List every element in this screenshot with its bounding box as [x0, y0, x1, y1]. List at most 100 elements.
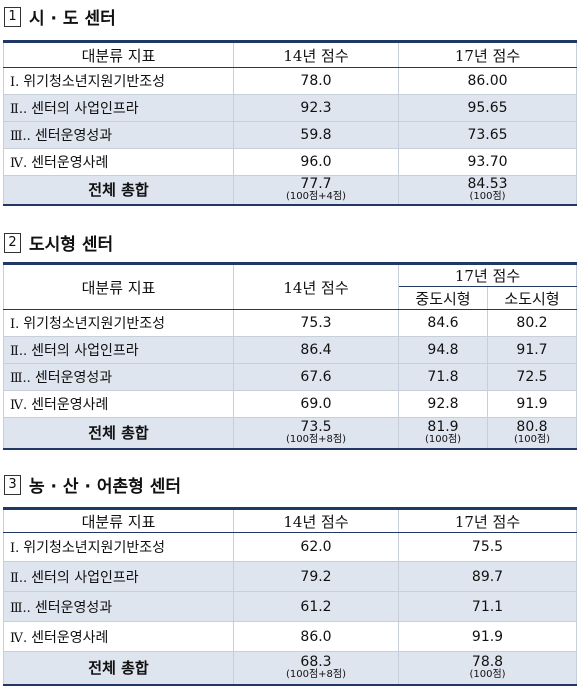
section-title: 시 · 도 센터 [29, 9, 116, 29]
score-cell: 95.65 [398, 94, 577, 122]
data-row: Ⅲ.. 센터운영성과 59.8 73.65 [3, 121, 577, 149]
score-cell: 89.7 [398, 561, 577, 592]
score-cell: 71.8 [398, 363, 488, 391]
header-row: 대분류 지표 14년 점수 17년 점수 [3, 508, 577, 533]
total-row: 전체 총합 77.7 (100점+4점) 84.53 (100점) [3, 175, 577, 205]
data-row: Ⅰ. 위기청소년지원기반조성 78.0 86.00 [3, 67, 577, 95]
total-value: 68.3 [300, 653, 332, 670]
total-note: (100점) [513, 433, 551, 445]
section-number: 2 [4, 232, 21, 253]
indicator-label: 센터운영사례 [31, 629, 109, 646]
data-row: Ⅲ.. 센터운영성과 67.6 71.8 72.5 [3, 363, 578, 391]
indicator-cell: Ⅰ. 위기청소년지원기반조성 [3, 532, 234, 562]
roman-numeral: Ⅱ.. [10, 570, 28, 586]
score-cell: 67.6 [233, 363, 399, 391]
total-note: (100점+8점) [285, 668, 347, 680]
total-row: 전체 총합 73.5 (100점+8점) 81.9 (100점) 80.8 (100점) [3, 417, 578, 449]
score-cell: 75.5 [398, 532, 577, 562]
data-row: Ⅱ.. 센터의 사업인프라 86.4 94.8 91.7 [3, 336, 578, 364]
total-cell: 81.9 (100점) [398, 417, 488, 449]
indicator-cell: Ⅲ.. 센터운영성과 [3, 121, 234, 149]
indicator-cell: Ⅱ.. 센터의 사업인프라 [3, 561, 234, 592]
total-cell: 78.8 (100점) [398, 651, 577, 685]
score-cell: 80.2 [486, 309, 578, 337]
total-value: 80.8 [516, 418, 548, 435]
roman-numeral: Ⅱ.. [10, 344, 28, 359]
header-cell: 17년 점수 [397, 263, 578, 287]
score-cell: 69.0 [233, 390, 399, 418]
indicator-label: 센터운영사례 [31, 155, 109, 171]
total-note: (100점) [469, 190, 506, 202]
total-value: 81.9 [427, 418, 459, 435]
data-row: Ⅳ. 센터운영사례 86.0 91.9 [3, 621, 577, 652]
score-cell: 61.2 [233, 591, 399, 622]
indicator-cell: Ⅳ. 센터운영사례 [3, 621, 234, 652]
score-cell: 91.9 [398, 621, 577, 652]
subheader-cell: 소도시형 [486, 286, 578, 310]
indicator-label: 센터운영성과 [34, 599, 113, 616]
total-value: 78.8 [471, 653, 504, 670]
indicator-label: 센터운영사례 [31, 397, 109, 413]
total-value: 77.7 [300, 175, 332, 192]
total-cell: 73.5 (100점+8점) [233, 417, 399, 449]
indicator-cell: Ⅳ. 센터운영사례 [3, 148, 234, 176]
score-cell: 71.1 [398, 591, 577, 622]
subheader-cell: 중도시형 [398, 286, 488, 310]
total-note: (100점+8점) [285, 433, 347, 445]
indicator-label: 위기청소년지원기반조성 [23, 540, 165, 556]
section-number: 3 [4, 474, 21, 495]
score-cell: 86.4 [233, 336, 399, 364]
roman-numeral: Ⅳ. [10, 630, 28, 646]
score-cell: 86.0 [233, 621, 399, 652]
header-cell: 14년 점수 [233, 41, 399, 68]
score-cell: 92.3 [233, 94, 399, 122]
total-cell: 80.8 (100점) [486, 417, 578, 449]
indicator-label: 센터운영성과 [34, 128, 113, 144]
indicator-label: 센터의 사업인프라 [31, 343, 139, 359]
score-cell: 78.0 [233, 67, 399, 95]
header-cell: 17년 점수 [398, 508, 577, 533]
data-row: Ⅳ. 센터운영사례 96.0 93.70 [3, 148, 577, 176]
total-label: 전체 총합 [3, 175, 234, 205]
total-label: 전체 총합 [3, 651, 234, 685]
roman-numeral: Ⅰ. [10, 317, 20, 332]
score-cell: 84.6 [398, 309, 488, 337]
data-row: Ⅰ. 위기청소년지원기반조성 75.3 84.6 80.2 [3, 309, 578, 337]
indicator-cell: Ⅳ. 센터운영사례 [3, 390, 234, 418]
score-cell: 86.00 [398, 67, 577, 95]
score-cell: 62.0 [233, 532, 399, 562]
roman-numeral: Ⅳ. [10, 156, 28, 171]
section-title: 도시형 센터 [29, 235, 114, 255]
score-cell: 92.8 [398, 390, 488, 418]
section-heading: 2 도시형 센터 [4, 230, 113, 255]
roman-numeral: Ⅲ.. [10, 129, 31, 144]
data-row: Ⅱ.. 센터의 사업인프라 92.3 95.65 [3, 94, 577, 122]
score-cell: 59.8 [233, 121, 399, 149]
section-title: 농 · 산 · 어촌형 센터 [29, 477, 181, 497]
score-cell: 72.5 [486, 363, 578, 391]
roman-numeral: Ⅰ. [10, 75, 20, 90]
score-cell: 91.9 [486, 390, 578, 418]
data-row: Ⅲ.. 센터운영성과 61.2 71.1 [3, 591, 577, 622]
total-note: (100점) [469, 668, 506, 680]
section-heading: 1 시 · 도 센터 [4, 4, 116, 29]
score-cell: 79.2 [233, 561, 399, 592]
total-cell: 77.7 (100점+4점) [233, 175, 399, 205]
total-value: 73.5 [300, 418, 332, 435]
indicator-cell: Ⅰ. 위기청소년지원기반조성 [3, 67, 234, 95]
header-cell: 대분류 지표 [3, 263, 234, 310]
indicator-label: 센터운영성과 [34, 370, 113, 386]
section-heading: 3 농 · 산 · 어촌형 센터 [4, 472, 181, 497]
header-row: 대분류 지표 14년 점수 17년 점수 [3, 263, 578, 310]
score-table: 대분류 지표 14년 점수 17년 점수 Ⅰ. 위기청소년지원기반조성 62.0 75.5 Ⅱ… [3, 507, 577, 686]
score-table: 대분류 지표 14년 점수 17년 점수 Ⅰ. 위기청소년지원기반조성 78.0 86.00… [3, 40, 577, 206]
indicator-label: 위기청소년지원기반조성 [23, 74, 165, 90]
score-cell: 75.3 [233, 309, 399, 337]
header-row: 대분류 지표 14년 점수 17년 점수 [3, 41, 577, 68]
header-cell: 대분류 지표 [3, 41, 234, 68]
data-row: Ⅱ.. 센터의 사업인프라 79.2 89.7 [3, 561, 577, 592]
roman-numeral: Ⅰ. [10, 541, 20, 556]
header-cell: 14년 점수 [233, 508, 399, 533]
total-value: 84.53 [467, 175, 508, 192]
